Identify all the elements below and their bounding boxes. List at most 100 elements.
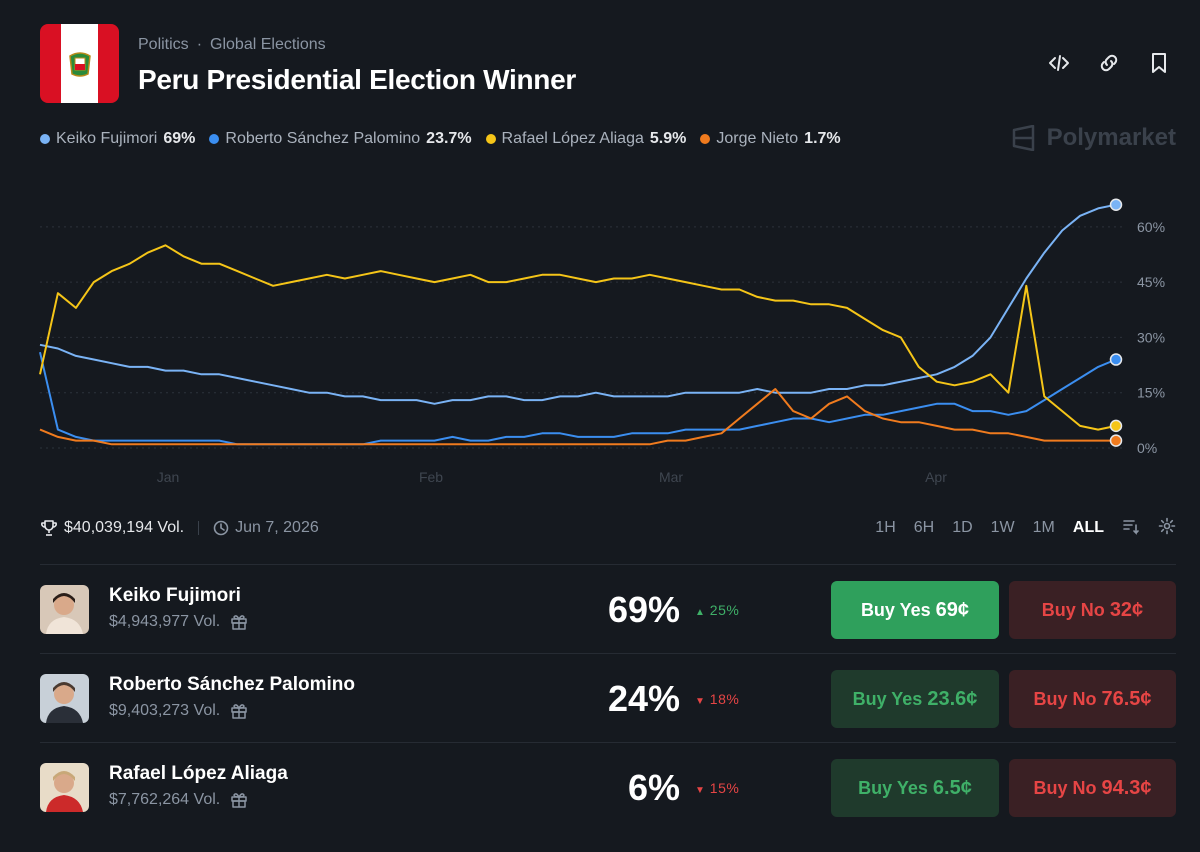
sort-icon[interactable]: [1122, 517, 1140, 540]
outcome-probability: 24%: [607, 678, 680, 719]
range-1d[interactable]: 1D: [952, 519, 973, 536]
gift-icon[interactable]: [230, 613, 248, 631]
legend-pct: 23.7%: [426, 130, 472, 147]
legend-name: Jorge Nieto: [716, 130, 799, 147]
buy-yes-price: 69¢: [935, 598, 970, 621]
legend-item: Rafael López Aliaga 5.9%: [485, 130, 687, 148]
series-line-1: [39, 351, 1117, 446]
gift-icon[interactable]: [230, 791, 248, 809]
bookmark-icon[interactable]: [1148, 52, 1170, 74]
link-icon[interactable]: [1098, 52, 1120, 74]
buy-no-button[interactable]: Buy No 94.3¢: [1009, 759, 1176, 817]
market-header: Politics · Global Elections Peru Preside…: [40, 24, 1170, 104]
outcome-probability: 6%: [627, 767, 680, 808]
candidate-name[interactable]: Roberto Sánchez Palomino: [109, 674, 355, 695]
arrow-down-icon: ▼: [695, 696, 706, 707]
legend-dot-icon: [485, 134, 496, 144]
buy-yes-label: Buy Yes: [860, 599, 931, 620]
brand-name: Polymarket: [1046, 124, 1176, 151]
probability-change-value: 15%: [709, 780, 740, 796]
candidate-name[interactable]: Rafael López Aliaga: [109, 763, 288, 784]
range-1w[interactable]: 1W: [990, 519, 1015, 536]
buy-yes-price: 23.6¢: [927, 687, 978, 710]
series-end-point-0: [1109, 198, 1123, 211]
range-1m[interactable]: 1M: [1032, 519, 1055, 536]
series-end-point-3: [1109, 434, 1123, 447]
breadcrumb-politics[interactable]: Politics: [138, 36, 189, 53]
series-end-point-2: [1109, 419, 1123, 433]
legend-dot-icon: [209, 134, 220, 144]
outcome-probability: 69%: [607, 589, 680, 630]
legend-name: Rafael López Aliaga: [501, 130, 644, 147]
market-summary-bar: $40,039,194 Vol. Jun 7, 2026 1H 6H 1D 1W 1M A…: [40, 516, 1176, 540]
outcome-row[interactable]: Roberto Sánchez Palomino $9,403,273 Vol.…: [40, 653, 1176, 742]
arrow-down-icon: ▼: [695, 785, 706, 796]
breadcrumb: Politics · Global Elections: [138, 36, 326, 53]
buy-yes-label: Buy Yes: [858, 777, 928, 798]
embed-code-icon[interactable]: [1048, 52, 1070, 74]
series-line-2: [39, 244, 1117, 431]
y-tick-label: 0%: [1137, 440, 1157, 456]
end-date: Jun 7, 2026: [213, 519, 319, 537]
y-tick-label: 60%: [1137, 219, 1165, 235]
peru-flag-icon: [40, 24, 119, 103]
range-all[interactable]: ALL: [1072, 519, 1104, 536]
clock-icon: [213, 520, 229, 536]
buy-yes-price: 6.5¢: [932, 776, 972, 799]
x-tick-label: Jan: [157, 469, 180, 485]
gift-icon[interactable]: [230, 702, 248, 720]
range-6h[interactable]: 6H: [913, 519, 935, 536]
candidate-volume: $9,403,273 Vol.: [109, 702, 248, 720]
range-1h[interactable]: 1H: [875, 519, 896, 536]
candidate-volume-text: $7,762,264 Vol.: [109, 791, 221, 808]
gear-icon[interactable]: [1158, 517, 1176, 540]
buy-no-label: Buy No: [1041, 599, 1105, 620]
legend-dot-icon: [40, 134, 50, 144]
buy-no-label: Buy No: [1033, 688, 1097, 709]
breadcrumb-global-elections[interactable]: Global Elections: [210, 36, 326, 53]
probability-change: ▲ 25%: [695, 602, 739, 618]
buy-no-button[interactable]: Buy No 76.5¢: [1009, 670, 1176, 728]
arrow-up-icon: ▲: [695, 607, 706, 618]
candidate-avatar: [40, 674, 89, 723]
buy-no-label: Buy No: [1033, 777, 1097, 798]
buy-yes-label: Buy Yes: [852, 688, 923, 709]
legend-name: Roberto Sánchez Palomino: [225, 130, 421, 147]
time-range-selector: 1H 6H 1D 1W 1M ALL: [875, 517, 1176, 540]
buy-no-price: 32¢: [1109, 598, 1144, 621]
polymarket-logo: Polymarket: [1011, 124, 1176, 152]
legend-pct: 1.7%: [804, 130, 841, 147]
buy-yes-button[interactable]: Buy Yes 69¢: [831, 581, 999, 639]
candidate-avatar: [40, 585, 89, 634]
outcome-row[interactable]: Rafael López Aliaga $7,762,264 Vol. 6% ▼…: [40, 742, 1176, 831]
x-tick-label: Mar: [659, 469, 683, 485]
y-tick-label: 45%: [1137, 274, 1165, 290]
series-end-point-1: [1109, 353, 1123, 366]
probability-change: ▼ 15%: [695, 780, 739, 796]
series-line-3: [39, 388, 1116, 446]
candidate-volume: $7,762,264 Vol.: [109, 791, 248, 809]
outcome-list: Keiko Fujimori $4,943,977 Vol. 69% ▲ 25%…: [40, 564, 1176, 831]
probability-change-value: 25%: [709, 602, 740, 618]
buy-no-price: 76.5¢: [1101, 687, 1152, 710]
y-tick-label: 15%: [1137, 385, 1165, 401]
legend-item: Roberto Sánchez Palomino 23.7%: [209, 130, 472, 148]
legend-pct: 5.9%: [649, 130, 687, 147]
legend-name: Keiko Fujimori: [56, 130, 158, 147]
outcome-row[interactable]: Keiko Fujimori $4,943,977 Vol. 69% ▲ 25%…: [40, 564, 1176, 653]
buy-yes-button[interactable]: Buy Yes 6.5¢: [831, 759, 999, 817]
candidate-avatar: [40, 763, 89, 812]
candidate-name[interactable]: Keiko Fujimori: [109, 585, 241, 606]
candidate-volume-text: $9,403,273 Vol.: [109, 702, 221, 719]
x-tick-label: Feb: [419, 469, 443, 485]
end-date-text: Jun 7, 2026: [235, 519, 319, 536]
price-history-chart: 60% 45% 30% 15% 0% Jan Feb Mar Apr: [39, 198, 1165, 485]
legend-item: Jorge Nieto 1.7%: [700, 130, 841, 148]
probability-change: ▼ 18%: [695, 691, 739, 707]
page-title: Peru Presidential Election Winner: [138, 64, 576, 95]
buy-no-button[interactable]: Buy No 32¢: [1009, 581, 1176, 639]
candidate-volume-text: $4,943,977 Vol.: [109, 613, 221, 630]
total-volume: $40,039,194 Vol.: [64, 519, 185, 536]
buy-yes-button[interactable]: Buy Yes 23.6¢: [831, 670, 999, 728]
trophy-icon: [41, 520, 57, 536]
